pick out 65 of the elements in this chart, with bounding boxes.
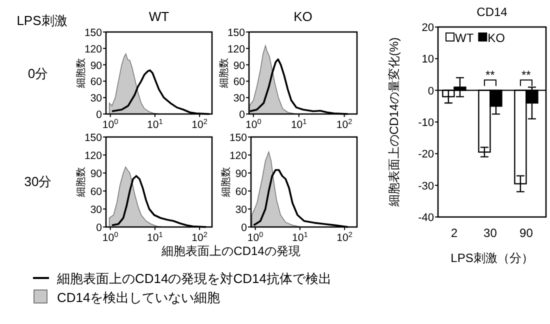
annotation: ** [522,68,532,82]
legend-label: 細胞表面上のCD14の発現を対CD14抗体で検出 [56,271,332,286]
y-tick-label: 120 [84,150,102,162]
legend-label: CD14を検出していない細胞 [57,290,220,305]
y-tick-label: 120 [229,150,248,162]
y-axis-title: 細胞数 [75,58,87,89]
y-tick-label: 120 [84,43,102,56]
legend-label: KO [488,31,505,45]
x-axis-title: 細胞表面上のCD14の発現 [160,244,300,258]
y-tick-label: 30 [90,92,102,105]
y-tick-label: 60 [235,186,248,198]
y-tick-label: -20 [418,148,434,161]
y-tick-label: 120 [227,43,246,56]
x-tick-label: 90 [520,226,534,240]
y-tick-label: 90 [235,168,248,180]
y-tick-label: 60 [233,76,246,88]
x-tick-label: 10$^{2}$ [192,230,208,244]
y-axis-title: 細胞表面上のCD14の量変化(%) [387,37,401,208]
y-tick-label: 0 [96,109,102,121]
x-tick-label: 10$^{1}$ [147,116,163,131]
y-tick-label: 150 [84,27,102,39]
legend-label: WT [455,31,474,45]
y-tick-label: 10 [422,54,434,66]
x-tick-label: 30 [484,226,498,240]
chart-title: CD14 [476,5,508,19]
y-tick-label: 20 [422,22,434,34]
y-axis-title: 細胞数 [75,167,87,198]
y-axis-title: 細胞数 [220,167,232,198]
y-tick-label: -40 [418,212,434,224]
y-tick-label: 90 [90,60,102,72]
x-tick-label: 10$^{2}$ [192,116,208,131]
y-tick-label: 60 [90,186,102,198]
x-tick-label: 2 [450,226,458,240]
x-tick-label: 10$^{2}$ [336,230,352,244]
y-tick-label: 150 [84,132,102,144]
x-tick-label: 10$^{0}$ [102,230,118,244]
y-tick-label: 60 [90,76,102,88]
y-tick-label: 30 [235,204,248,216]
x-tick-label: 10$^{2}$ [336,116,352,131]
y-tick-label: 0 [241,222,248,234]
annotation: ** [486,68,496,82]
y-tick-label: 30 [233,92,246,105]
text: LPS刺激 [16,13,68,28]
chart-title: KO [294,9,312,24]
y-tick-label: -30 [418,180,434,192]
y-tick-label: -10 [418,117,434,129]
x-tick-label: 10$^{1}$ [292,230,308,244]
y-tick-label: 150 [227,27,246,39]
x-tick-label: 10$^{0}$ [247,230,264,244]
y-tick-label: 0 [428,85,434,98]
text: 0分 [28,66,48,81]
y-tick-label: 0 [96,222,102,234]
text: 30分 [24,174,52,189]
chart-title: WT [148,9,170,24]
x-tick-label: 10$^{1}$ [147,230,163,244]
y-tick-label: 90 [90,168,102,180]
x-axis-title: LPS刺激（分） [450,251,534,265]
y-tick-label: 150 [229,132,248,144]
y-tick-label: 90 [233,60,246,72]
y-tick-label: 0 [239,109,246,121]
y-tick-label: 30 [90,204,102,216]
y-axis-title: 細胞数 [218,58,230,89]
x-tick-label: 10$^{1}$ [290,116,307,131]
x-tick-label: 10$^{0}$ [246,116,262,131]
x-tick-label: 10$^{0}$ [102,116,118,131]
